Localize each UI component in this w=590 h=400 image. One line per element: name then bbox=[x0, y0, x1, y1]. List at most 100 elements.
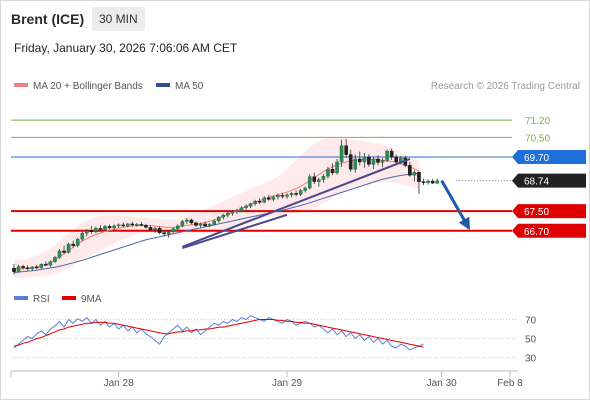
candle[interactable] bbox=[162, 230, 166, 237]
candle[interactable] bbox=[12, 264, 16, 275]
candle[interactable] bbox=[417, 171, 421, 194]
candle[interactable] bbox=[226, 211, 230, 218]
candle[interactable] bbox=[330, 163, 335, 176]
candle[interactable] bbox=[262, 196, 267, 204]
candle[interactable] bbox=[426, 179, 430, 185]
timeframe-badge[interactable]: 30 MIN bbox=[92, 7, 145, 31]
candle[interactable] bbox=[267, 194, 271, 201]
candle[interactable] bbox=[348, 149, 353, 172]
candle[interactable] bbox=[335, 158, 339, 175]
candle[interactable] bbox=[135, 222, 139, 227]
candle[interactable] bbox=[276, 193, 280, 200]
candle[interactable] bbox=[121, 222, 125, 227]
candle[interactable] bbox=[303, 186, 308, 193]
candle[interactable] bbox=[94, 226, 98, 234]
candle[interactable] bbox=[371, 156, 376, 169]
candle[interactable] bbox=[185, 218, 189, 224]
candle[interactable] bbox=[430, 179, 435, 185]
candle[interactable] bbox=[385, 149, 389, 162]
candle[interactable] bbox=[307, 174, 312, 190]
candle[interactable] bbox=[157, 226, 162, 235]
candle[interactable] bbox=[294, 190, 298, 197]
candle[interactable] bbox=[98, 225, 103, 231]
candle[interactable] bbox=[62, 245, 66, 254]
candle[interactable] bbox=[21, 264, 25, 270]
candle[interactable] bbox=[107, 224, 112, 230]
candle[interactable] bbox=[289, 191, 294, 198]
candle[interactable] bbox=[153, 226, 157, 233]
candle[interactable] bbox=[130, 221, 135, 227]
candle[interactable] bbox=[280, 192, 285, 199]
candle[interactable] bbox=[66, 242, 71, 254]
candle[interactable] bbox=[412, 170, 417, 182]
candle[interactable] bbox=[207, 222, 212, 228]
candle[interactable] bbox=[148, 225, 153, 231]
candle[interactable] bbox=[57, 249, 62, 259]
candle[interactable] bbox=[84, 228, 89, 237]
candle[interactable] bbox=[248, 202, 253, 209]
candle[interactable] bbox=[253, 199, 257, 206]
candle[interactable] bbox=[298, 189, 303, 196]
instrument-title: Brent (ICE) bbox=[11, 11, 85, 27]
candle-body bbox=[66, 243, 71, 253]
candle[interactable] bbox=[221, 213, 226, 220]
candle[interactable] bbox=[175, 224, 180, 231]
candle[interactable] bbox=[408, 161, 412, 177]
candle[interactable] bbox=[16, 264, 21, 273]
candle[interactable] bbox=[394, 154, 399, 164]
candle[interactable] bbox=[271, 195, 276, 202]
candle-body bbox=[21, 266, 25, 268]
candle[interactable] bbox=[103, 224, 107, 232]
candle[interactable] bbox=[244, 204, 248, 211]
candle[interactable] bbox=[139, 221, 144, 227]
candle[interactable] bbox=[257, 198, 262, 205]
candle[interactable] bbox=[312, 172, 317, 185]
candle[interactable] bbox=[144, 223, 148, 229]
candle[interactable] bbox=[48, 260, 53, 267]
candle[interactable] bbox=[71, 240, 75, 248]
candle[interactable] bbox=[321, 174, 326, 183]
candle[interactable] bbox=[189, 218, 194, 225]
candle[interactable] bbox=[171, 227, 176, 234]
candle[interactable] bbox=[34, 265, 39, 270]
level-tag-67-50 bbox=[512, 204, 586, 219]
candle[interactable] bbox=[198, 222, 203, 228]
candle[interactable] bbox=[317, 177, 321, 187]
candle[interactable] bbox=[380, 158, 385, 168]
candle[interactable] bbox=[339, 139, 344, 167]
candle-body bbox=[207, 224, 212, 227]
candle-body bbox=[280, 195, 285, 197]
candle[interactable] bbox=[75, 237, 80, 248]
candle[interactable] bbox=[367, 154, 371, 167]
candle[interactable] bbox=[194, 221, 198, 227]
candle[interactable] bbox=[180, 219, 185, 228]
candle[interactable] bbox=[421, 178, 426, 186]
candle[interactable] bbox=[353, 154, 358, 173]
candle[interactable] bbox=[125, 222, 130, 228]
candle[interactable] bbox=[89, 225, 94, 234]
candle[interactable] bbox=[53, 255, 57, 264]
candle[interactable] bbox=[80, 231, 85, 242]
candle[interactable] bbox=[39, 263, 44, 269]
candle[interactable] bbox=[362, 153, 367, 168]
candle[interactable] bbox=[44, 261, 48, 267]
candle[interactable] bbox=[235, 208, 239, 215]
candle[interactable] bbox=[30, 265, 35, 271]
candle[interactable] bbox=[216, 216, 221, 223]
candle[interactable] bbox=[116, 223, 121, 228]
candle[interactable] bbox=[203, 221, 207, 227]
candle[interactable] bbox=[358, 151, 362, 166]
candle[interactable] bbox=[326, 166, 330, 179]
candle[interactable] bbox=[25, 265, 30, 271]
candle[interactable] bbox=[166, 230, 171, 238]
candle[interactable] bbox=[344, 138, 348, 159]
rsi-line bbox=[13, 315, 424, 351]
candle[interactable] bbox=[376, 155, 380, 166]
candle[interactable] bbox=[389, 148, 394, 160]
candle[interactable] bbox=[230, 210, 235, 216]
candle[interactable] bbox=[239, 206, 244, 213]
candle[interactable] bbox=[435, 178, 439, 185]
candle[interactable] bbox=[212, 219, 217, 226]
candle[interactable] bbox=[112, 224, 116, 231]
candle[interactable] bbox=[285, 193, 289, 199]
